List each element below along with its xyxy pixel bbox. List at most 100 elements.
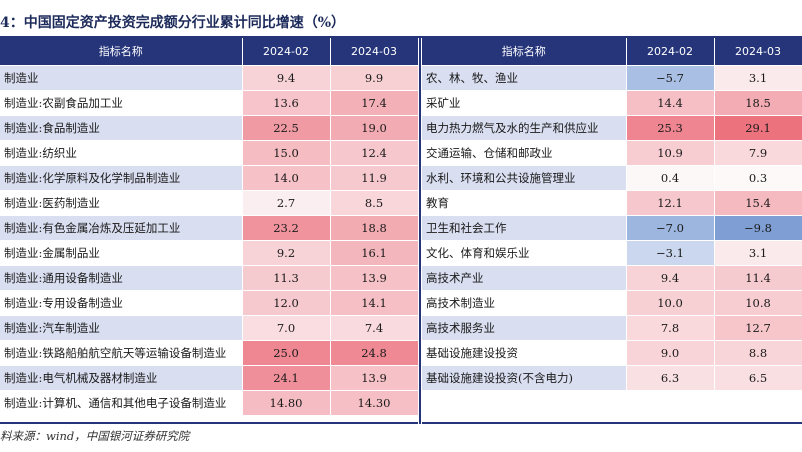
row-name-cell: 制造业:通用设备制造业 [0,265,243,291]
table-row: 高技术制造业 10.0 10.8 [422,290,802,316]
table-row: 制造业:汽车制造业 7.0 7.4 [0,315,419,341]
row-name-cell: 水利、环境和公共设施管理业 [422,165,627,191]
row-name-cell: 制造业:纺织业 [0,140,243,166]
value-2024-02-cell: 25.3 [626,115,715,141]
row-name-cell: 制造业:有色金属冶炼及压延加工业 [0,215,243,241]
value-2024-02-cell: 7.0 [242,315,331,341]
value-2024-03-cell: 3.1 [714,240,802,266]
value-2024-02-cell [626,390,715,416]
table-row: 制造业:有色金属冶炼及压延加工业 23.2 18.8 [0,215,419,241]
table-row: 高技术服务业 7.8 12.7 [422,315,802,341]
value-2024-02-cell: 0.4 [626,165,715,191]
row-name-cell: 制造业:金属制品业 [0,240,243,266]
right-table: 指标名称 2024-02 2024-03 农、林、牧、渔业 −5.7 3.1 采矿业 1… [422,38,802,416]
row-name-cell: 制造业:化学原料及化学制品制造业 [0,165,243,191]
row-name-cell: 制造业:农副食品加工业 [0,90,243,116]
row-name-cell: 制造业:汽车制造业 [0,315,243,341]
table-row: 农、林、牧、渔业 −5.7 3.1 [422,65,802,91]
table-row: 制造业:电气机械及器材制造业 24.1 13.9 [0,365,419,391]
value-2024-02-cell: −3.1 [626,240,715,266]
value-2024-03-cell: 18.8 [330,215,419,241]
value-2024-03-cell: 7.9 [714,140,802,166]
table-divider [418,38,422,424]
value-2024-02-cell: 23.2 [242,215,331,241]
table-row: 制造业:金属制品业 9.2 16.1 [0,240,419,266]
value-2024-02-cell: 12.1 [626,190,715,216]
value-2024-03-cell: 17.4 [330,90,419,116]
value-2024-03-cell: 14.30 [330,390,419,416]
table-row: 制造业:化学原料及化学制品制造业 14.0 11.9 [0,165,419,191]
value-2024-03-cell: 13.9 [330,265,419,291]
row-name-cell: 基础设施建设投资 [422,340,627,366]
table-row: 制造业:食品制造业 22.5 19.0 [0,115,419,141]
value-2024-03-cell: 12.4 [330,140,419,166]
row-name-cell: 高技术产业 [422,265,627,291]
value-2024-02-cell: 14.4 [626,90,715,116]
row-name-cell: 基础设施建设投资(不含电力) [422,365,627,391]
value-2024-02-cell: 10.9 [626,140,715,166]
value-2024-03-cell: 9.9 [330,65,419,91]
row-name-cell: 教育 [422,190,627,216]
header-row: 指标名称 2024-02 2024-03 [0,38,419,66]
value-2024-02-cell: 14.0 [242,165,331,191]
table-row [422,390,802,416]
left-table: 指标名称 2024-02 2024-03 制造业 9.4 9.9 制造业:农副食品加工… [0,38,419,416]
value-2024-03-cell: 12.7 [714,315,802,341]
table-row: 卫生和社会工作 −7.0 −9.8 [422,215,802,241]
table-row: 水利、环境和公共设施管理业 0.4 0.3 [422,165,802,191]
value-2024-02-cell: 9.4 [242,65,331,91]
value-2024-03-cell: 11.9 [330,165,419,191]
value-2024-03-cell: 8.8 [714,340,802,366]
value-2024-02-cell: 7.8 [626,315,715,341]
table-row: 制造业:计算机、通信和其他电子设备制造业 14.80 14.30 [0,390,419,416]
table-row: 制造业:医药制造业 2.7 8.5 [0,190,419,216]
header-2024-03: 2024-03 [714,38,802,66]
value-2024-02-cell: 9.0 [626,340,715,366]
row-name-cell: 高技术服务业 [422,315,627,341]
table-row: 制造业:农副食品加工业 13.6 17.4 [0,90,419,116]
table-row: 制造业:专用设备制造业 12.0 14.1 [0,290,419,316]
header-2024-02: 2024-02 [626,38,715,66]
row-name-cell: 制造业 [0,65,243,91]
row-name-cell: 农、林、牧、渔业 [422,65,627,91]
table-row: 采矿业 14.4 18.5 [422,90,802,116]
source-note: 料来源：wind，中国银河证券研究院 [0,429,190,443]
value-2024-03-cell: 18.5 [714,90,802,116]
value-2024-03-cell: 11.4 [714,265,802,291]
value-2024-03-cell: 10.8 [714,290,802,316]
value-2024-03-cell: 13.9 [330,365,419,391]
row-name-cell: 制造业:医药制造业 [0,190,243,216]
row-name-cell: 制造业:专用设备制造业 [0,290,243,316]
value-2024-03-cell: 24.8 [330,340,419,366]
header-name: 指标名称 [0,38,243,66]
value-2024-02-cell: 22.5 [242,115,331,141]
value-2024-03-cell: 29.1 [714,115,802,141]
value-2024-03-cell: 6.5 [714,365,802,391]
header-name: 指标名称 [422,38,627,66]
row-name-cell: 文化、体育和娱乐业 [422,240,627,266]
row-name-cell: 交通运输、仓储和邮政业 [422,140,627,166]
value-2024-03-cell: 14.1 [330,290,419,316]
header-2024-03: 2024-03 [330,38,419,66]
value-2024-03-cell: 7.4 [330,315,419,341]
table-row: 制造业:通用设备制造业 11.3 13.9 [0,265,419,291]
value-2024-02-cell: 24.1 [242,365,331,391]
header-2024-02: 2024-02 [242,38,331,66]
table-row: 基础设施建设投资(不含电力) 6.3 6.5 [422,365,802,391]
value-2024-02-cell: 9.2 [242,240,331,266]
row-name-cell [422,390,627,416]
value-2024-02-cell: −5.7 [626,65,715,91]
value-2024-02-cell: 15.0 [242,140,331,166]
table-row: 文化、体育和娱乐业 −3.1 3.1 [422,240,802,266]
row-name-cell: 采矿业 [422,90,627,116]
table-row: 教育 12.1 15.4 [422,190,802,216]
value-2024-02-cell: 14.80 [242,390,331,416]
value-2024-03-cell: 16.1 [330,240,419,266]
value-2024-03-cell: 19.0 [330,115,419,141]
value-2024-02-cell: 10.0 [626,290,715,316]
value-2024-02-cell: 6.3 [626,365,715,391]
row-name-cell: 制造业:电气机械及器材制造业 [0,365,243,391]
value-2024-02-cell: 13.6 [242,90,331,116]
header-row: 指标名称 2024-02 2024-03 [422,38,802,66]
table-row: 制造业 9.4 9.9 [0,65,419,91]
